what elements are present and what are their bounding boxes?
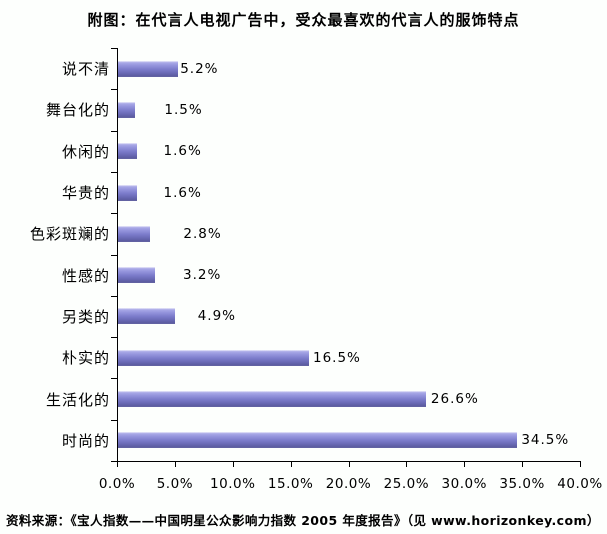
x-tick-label: 10.0% [210,476,256,492]
x-tick-label: 20.0% [325,476,372,492]
bar-value-label: 1.5% [164,101,203,118]
bar-value-label: 2.8% [183,225,222,242]
bar [118,432,518,449]
x-tick-label: 15.0% [267,476,314,492]
category-label: 时尚的 [61,431,110,450]
x-tick [580,462,581,467]
bar [118,143,137,160]
bar-value-label: 3.2% [183,267,222,284]
y-tick [111,461,117,462]
category-label: 色彩斑斓的 [29,225,110,244]
x-tick-label: 35.0% [499,476,545,492]
category-label: 华贵的 [61,184,110,203]
x-tick [348,462,350,467]
x-tick-label: 25.0% [383,476,430,492]
bar [118,101,136,118]
bar-value-label: 1.6% [163,143,202,160]
x-tick-label: 0.0% [98,476,136,492]
category-label: 朴实的 [61,349,110,368]
bar-value-label: 34.5% [521,432,570,449]
source-note: 资料来源：《宝人指数——中国明星公众影响力指数 2005 年度报告》（见 www… [6,513,600,528]
category-label: 性感的 [61,266,110,285]
bar-value-label: 5.2% [180,60,219,77]
y-tick [111,213,117,215]
x-tick [464,462,466,467]
y-axis [117,48,118,462]
y-tick [111,48,117,49]
y-tick [111,295,117,297]
bar [118,184,137,201]
category-label: 另类的 [61,307,110,326]
y-tick [111,171,117,173]
bar [118,225,151,242]
bar [118,308,175,325]
bar-value-label: 4.9% [197,308,237,325]
bar [118,267,156,284]
x-tick-label: 40.0% [557,476,603,492]
bar-value-label: 1.6% [163,184,202,201]
x-tick-label: 5.0% [156,476,194,492]
bar [118,349,309,366]
category-label: 说不清 [61,60,110,79]
x-axis [117,461,581,462]
x-tick-label: 30.0% [441,476,487,492]
x-tick [117,462,118,467]
y-tick [111,378,117,380]
bar-value-label: 16.5% [312,349,361,366]
x-tick [290,462,292,467]
category-label: 休闲的 [61,142,110,161]
x-tick [522,462,524,467]
category-label: 生活化的 [45,390,110,409]
x-tick [406,462,408,467]
y-tick [111,419,117,421]
y-tick [111,89,117,91]
bar-value-label: 26.6% [430,391,479,408]
y-tick [111,337,117,339]
bar [118,391,426,408]
chart-title: 附图：在代言人电视广告中，受众最喜欢的代言人的服饰特点 [87,11,520,29]
y-tick [111,254,117,256]
x-tick [232,462,234,467]
y-tick [111,130,117,132]
category-label: 舞台化的 [45,101,110,120]
bar [118,60,179,77]
x-tick [174,462,176,467]
